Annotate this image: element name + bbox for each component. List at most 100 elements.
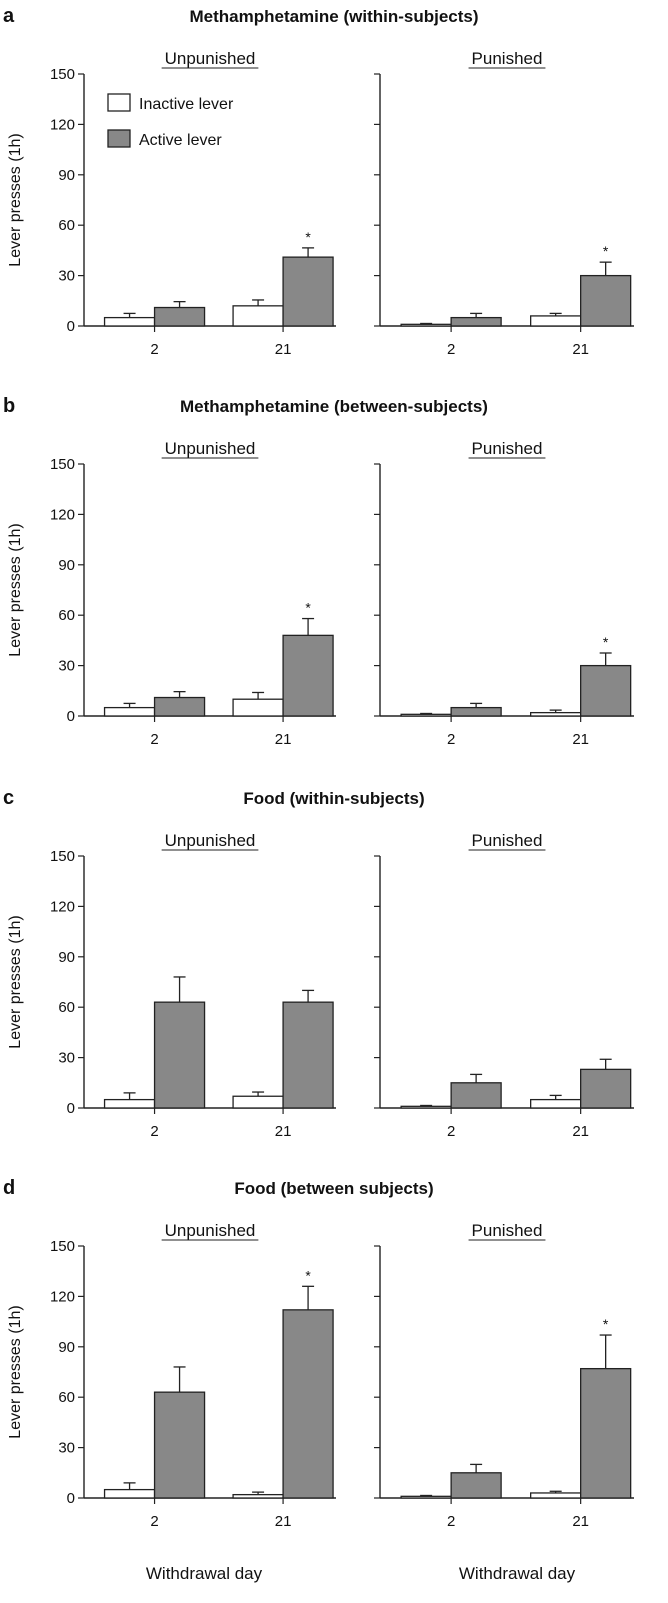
y-tick-label: 0: [67, 1100, 75, 1117]
subplot-punished: Punished 2 21 *: [374, 439, 634, 748]
y-tick-label: 90: [58, 167, 75, 184]
legend-swatch-inactive: [107, 93, 131, 112]
legend: Inactive lever Active lever: [107, 93, 234, 149]
x-tick-label: 21: [275, 1123, 292, 1140]
y-tick-label: 0: [67, 1490, 75, 1507]
x-tick-label: 2: [447, 341, 455, 358]
bar-active-day2: [153, 1391, 206, 1499]
x-axis-label: Withdrawal day: [459, 1564, 576, 1583]
panel-label: a: [3, 5, 15, 27]
bar-active-day21: [580, 1068, 632, 1109]
y-tick-label: 150: [50, 66, 75, 83]
bar-active-day2: [153, 306, 206, 327]
subplot-punished: Punished 2 21 * Withdrawal day: [374, 1221, 634, 1583]
x-tick-label: 21: [572, 1123, 589, 1140]
subplot-unpunished: Unpunished 0 30 60 90 120 150 2 21: [50, 831, 336, 1140]
bar-inactive-day2: [400, 1105, 452, 1109]
significance-star: *: [603, 634, 609, 650]
bar-active-day2: [450, 1472, 502, 1499]
bar-inactive-day2: [400, 323, 452, 327]
panel-title: Food (within-subjects): [243, 789, 424, 808]
bar-active-day2: [450, 706, 502, 717]
y-tick-label: 60: [58, 1389, 75, 1406]
bar-inactive-day21: [232, 1493, 284, 1499]
y-tick-label: 120: [50, 116, 75, 133]
panel-title: Methamphetamine (between-subjects): [180, 397, 488, 416]
y-axis-label: Lever presses (1h): [7, 133, 24, 266]
bar-active-day21: [282, 1001, 334, 1109]
panel-title: Methamphetamine (within-subjects): [189, 7, 478, 26]
bar-inactive-day2: [103, 1098, 156, 1109]
x-tick-label: 2: [150, 731, 158, 748]
y-tick-label: 60: [58, 217, 75, 234]
y-tick-label: 90: [58, 557, 75, 574]
y-tick-label: 120: [50, 1288, 75, 1305]
y-tick-label: 90: [58, 949, 75, 966]
significance-star: *: [305, 600, 311, 616]
bar-active-day2: [153, 1001, 206, 1109]
condition-title: Unpunished: [165, 831, 256, 850]
bar-active-day2: [153, 696, 206, 717]
bar-inactive-day21: [232, 305, 284, 327]
bar-active-day21: [580, 1367, 632, 1499]
panel-a: a Methamphetamine (within-subjects) Lever …: [3, 5, 634, 358]
x-tick-label: 21: [572, 731, 589, 748]
panel-d: d Food (between subjects) Lever presses (1…: [3, 1177, 634, 1583]
legend-label-active: Active lever: [139, 132, 222, 149]
condition-title: Punished: [472, 49, 543, 68]
panel-c: c Food (within-subjects) Lever presses (1h…: [3, 787, 634, 1140]
y-tick-label: 150: [50, 848, 75, 865]
y-tick-label: 150: [50, 1238, 75, 1255]
y-tick-label: 120: [50, 898, 75, 915]
panel-b: b Methamphetamine (between-subjects) Lever…: [3, 395, 634, 748]
bar-inactive-day21: [530, 711, 582, 717]
x-axis-label: Withdrawal day: [146, 1564, 263, 1583]
bar-inactive-day21: [530, 1492, 582, 1499]
condition-title: Punished: [472, 439, 543, 458]
bar-inactive-day2: [103, 1488, 156, 1499]
bar-inactive-day21: [232, 1095, 284, 1109]
bar-active-day21: [580, 274, 632, 327]
bar-active-day21: [580, 664, 632, 717]
x-tick-label: 2: [447, 731, 455, 748]
bar-inactive-day2: [400, 1495, 452, 1499]
subplot-unpunished: Unpunished 0 30 60 90 120 150 2 21 *: [50, 439, 336, 748]
y-tick-label: 30: [58, 658, 75, 675]
x-tick-label: 2: [447, 1123, 455, 1140]
bar-inactive-day2: [400, 713, 452, 717]
x-tick-label: 2: [150, 341, 158, 358]
x-tick-label: 21: [275, 731, 292, 748]
y-tick-label: 30: [58, 1050, 75, 1067]
y-tick-label: 60: [58, 999, 75, 1016]
condition-title: Unpunished: [165, 1221, 256, 1240]
bar-inactive-day2: [103, 706, 156, 717]
significance-star: *: [603, 243, 609, 259]
significance-star: *: [305, 229, 311, 245]
bar-active-day2: [450, 1082, 502, 1109]
bar-active-day21: [282, 634, 334, 717]
significance-star: *: [603, 1316, 609, 1332]
bar-active-day21: [282, 256, 334, 327]
y-axis-label: Lever presses (1h): [7, 915, 24, 1048]
bar-inactive-day2: [103, 316, 156, 327]
subplot-punished: Punished 2 21 *: [374, 49, 634, 358]
bar-inactive-day21: [530, 1098, 582, 1109]
condition-title: Unpunished: [165, 49, 256, 68]
y-axis-label: Lever presses (1h): [7, 1305, 24, 1438]
y-tick-label: 60: [58, 607, 75, 624]
bar-active-day2: [450, 316, 502, 327]
subplot-unpunished: Unpunished 0 30 60 90 120 150 2 21 * Withdrawal da…: [50, 1221, 336, 1583]
x-tick-label: 2: [447, 1513, 455, 1530]
condition-title: Unpunished: [165, 439, 256, 458]
x-tick-label: 21: [275, 1513, 292, 1530]
bar-inactive-day21: [530, 315, 582, 327]
y-tick-label: 30: [58, 1440, 75, 1457]
y-axis-label: Lever presses (1h): [7, 523, 24, 656]
legend-swatch-active: [107, 129, 131, 148]
y-tick-label: 150: [50, 456, 75, 473]
bar-inactive-day21: [232, 698, 284, 717]
subplot-unpunished: Unpunished 0 30 60 90 120 150 2 21 *: [50, 49, 336, 358]
panel-label: b: [3, 395, 15, 417]
bar-active-day21: [282, 1309, 334, 1499]
panel-label: c: [3, 787, 14, 809]
